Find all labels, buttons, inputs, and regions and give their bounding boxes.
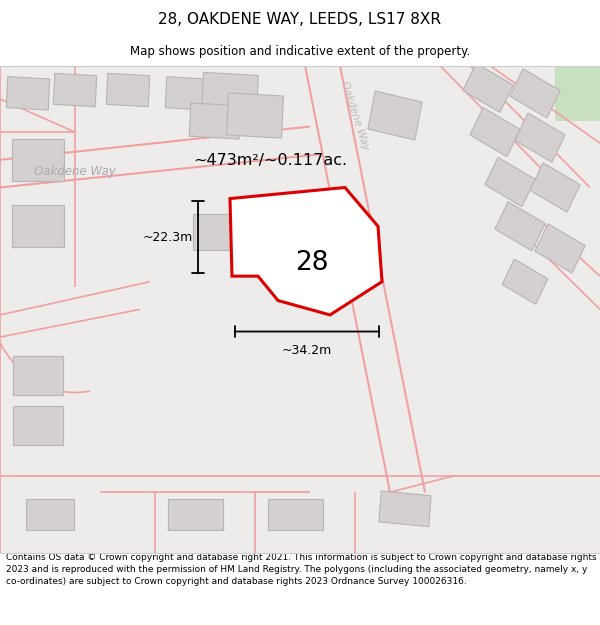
Bar bbox=[12, 205, 64, 248]
Bar bbox=[515, 113, 565, 162]
Bar bbox=[463, 63, 513, 112]
Text: Map shows position and indicative extent of the property.: Map shows position and indicative extent… bbox=[130, 45, 470, 58]
Text: Oakdene Way: Oakdene Way bbox=[339, 80, 371, 151]
Bar bbox=[379, 491, 431, 527]
Bar bbox=[470, 107, 520, 157]
Bar bbox=[193, 214, 243, 249]
Bar bbox=[530, 163, 580, 212]
Bar bbox=[202, 72, 259, 114]
Bar bbox=[12, 139, 64, 181]
Bar bbox=[368, 91, 422, 140]
Bar bbox=[6, 77, 50, 110]
Text: ~22.3m: ~22.3m bbox=[143, 231, 193, 244]
Bar bbox=[268, 499, 323, 530]
Text: Contains OS data © Crown copyright and database right 2021. This information is : Contains OS data © Crown copyright and d… bbox=[6, 553, 596, 586]
Bar bbox=[502, 259, 548, 304]
Bar bbox=[227, 93, 283, 138]
Bar bbox=[53, 73, 97, 107]
Text: 28, OAKDENE WAY, LEEDS, LS17 8XR: 28, OAKDENE WAY, LEEDS, LS17 8XR bbox=[158, 12, 442, 27]
Polygon shape bbox=[230, 188, 382, 315]
Bar bbox=[189, 103, 241, 139]
Bar bbox=[167, 499, 223, 530]
Bar bbox=[165, 77, 205, 110]
Bar bbox=[26, 499, 74, 530]
Bar bbox=[485, 158, 535, 207]
Bar bbox=[106, 73, 150, 107]
Text: Oakdene Way: Oakdene Way bbox=[34, 166, 116, 179]
Polygon shape bbox=[555, 66, 600, 121]
Bar bbox=[535, 224, 585, 273]
Bar bbox=[13, 356, 63, 395]
Text: ~473m²/~0.117ac.: ~473m²/~0.117ac. bbox=[193, 152, 347, 168]
Text: 28: 28 bbox=[295, 250, 329, 276]
Bar bbox=[510, 69, 560, 118]
Bar bbox=[495, 202, 545, 251]
Text: ~34.2m: ~34.2m bbox=[282, 344, 332, 357]
Bar bbox=[13, 406, 63, 445]
